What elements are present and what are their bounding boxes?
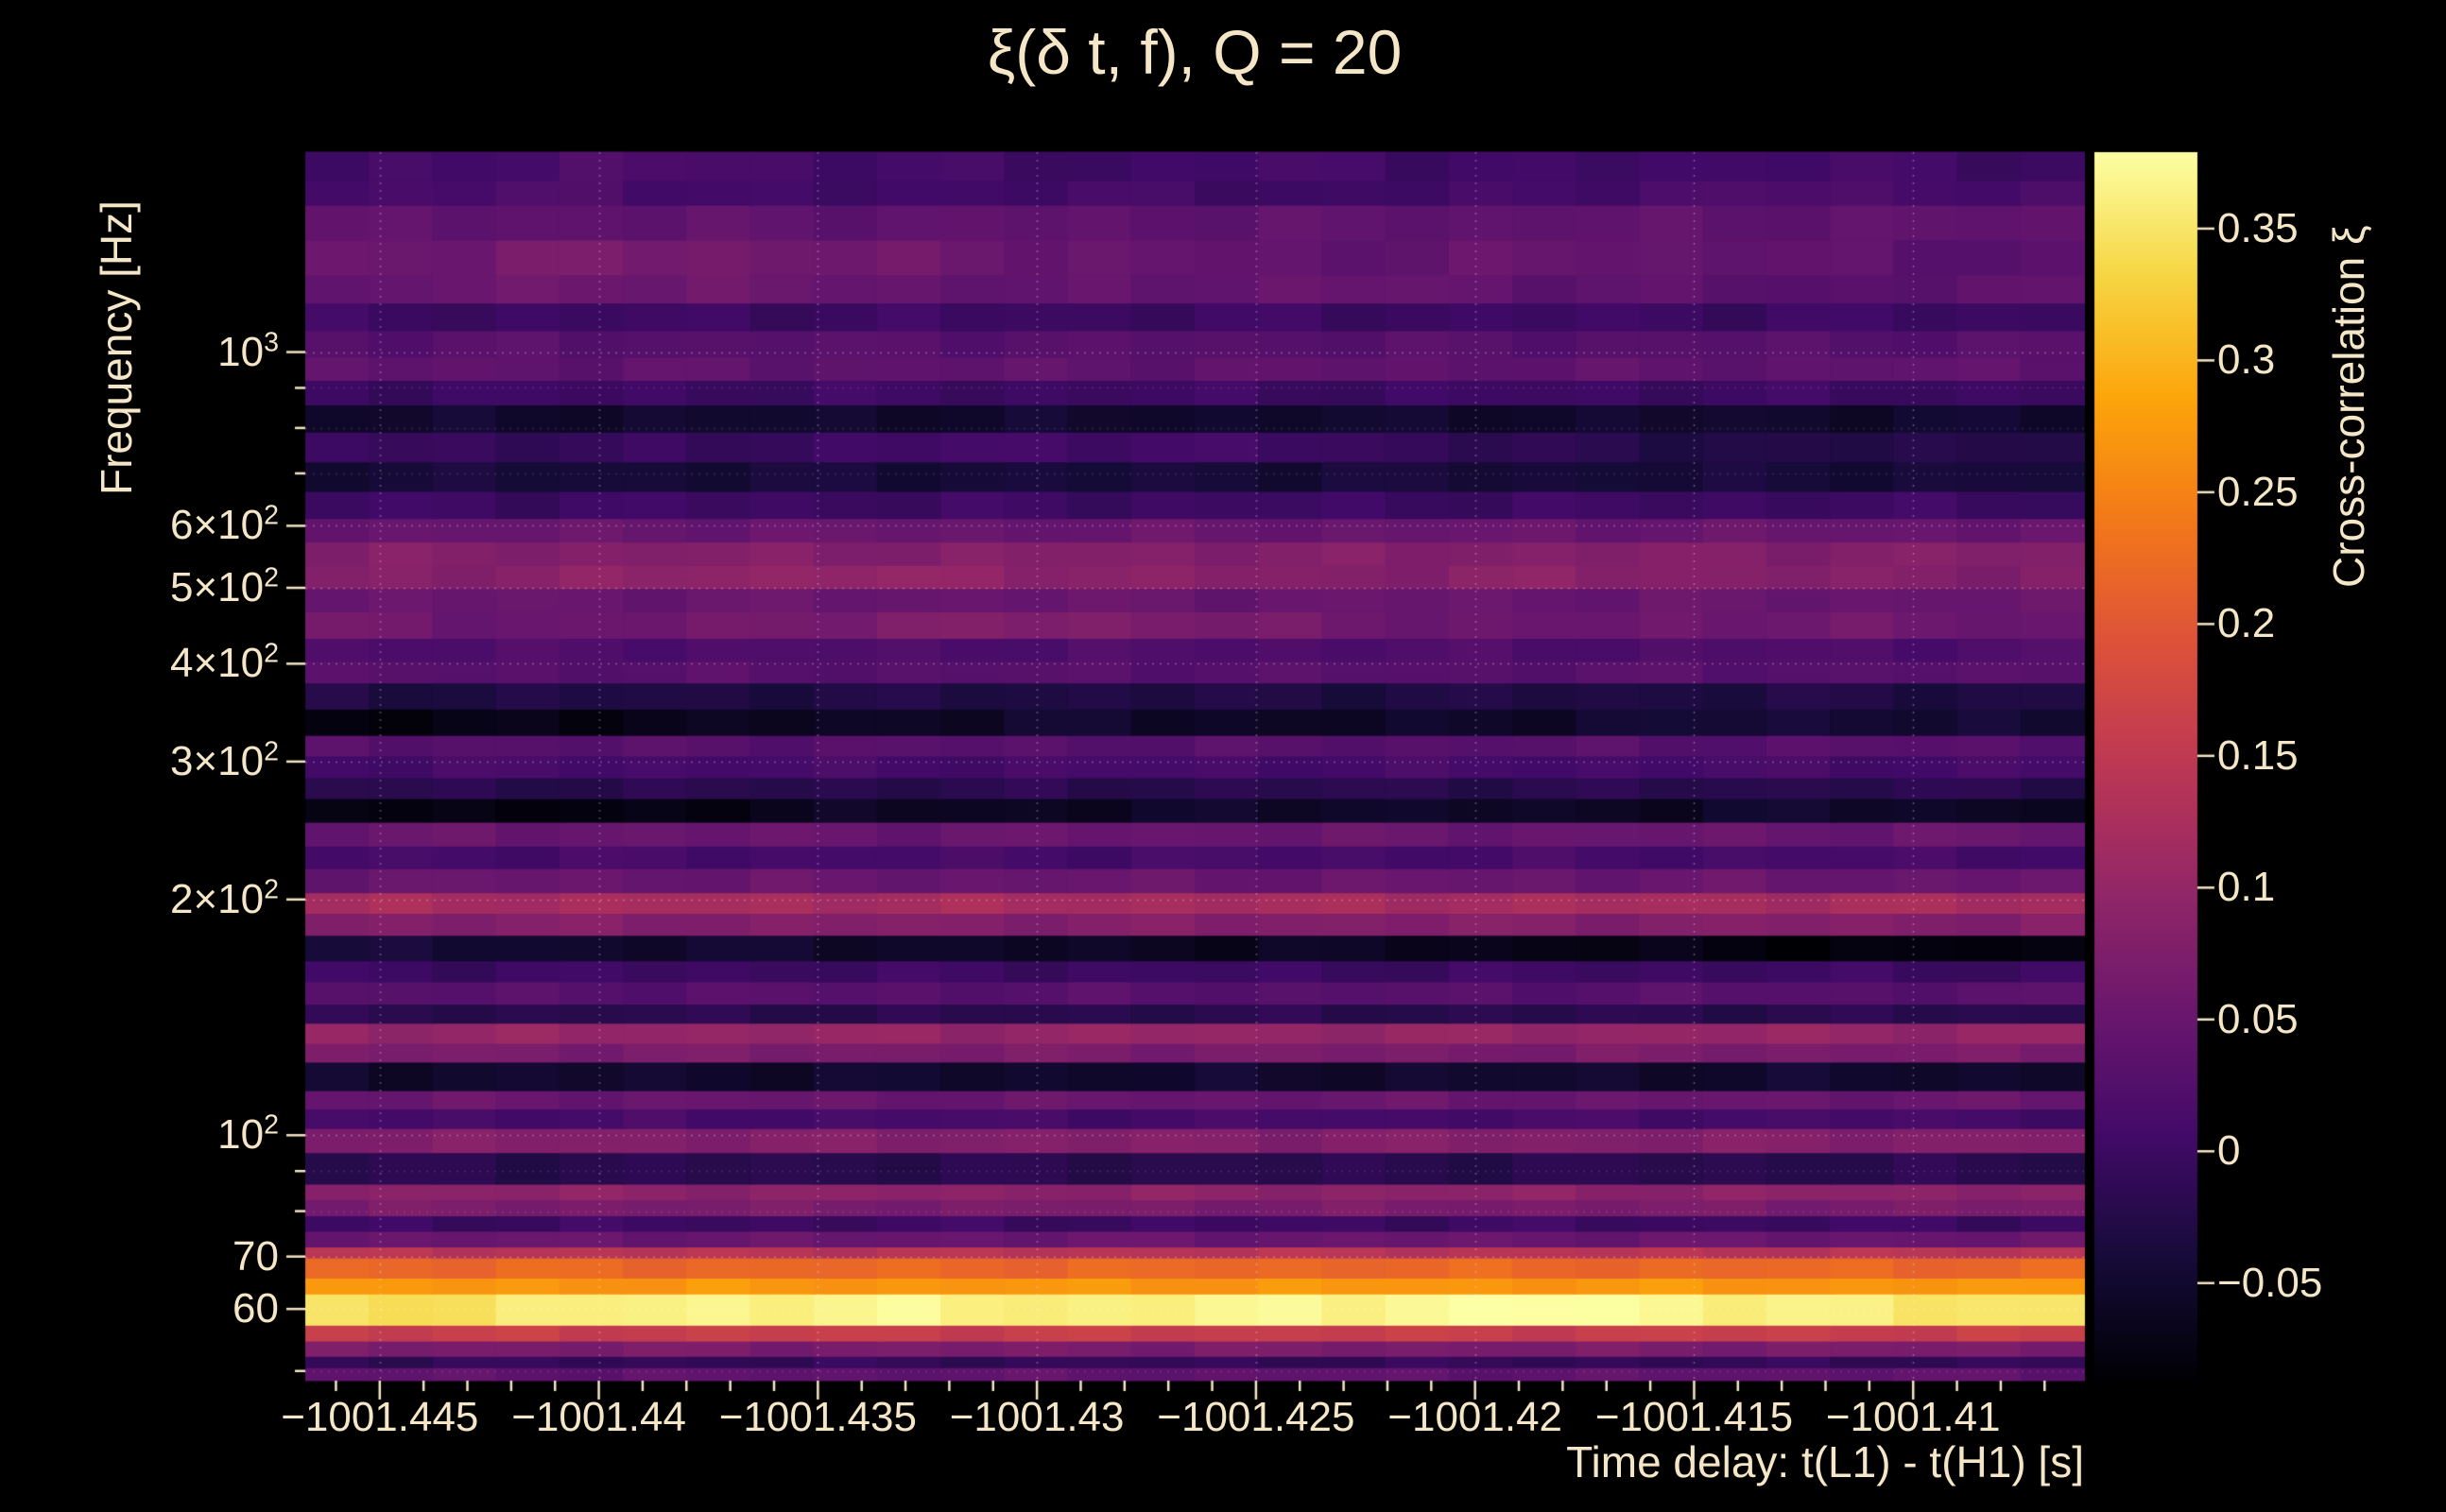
colorbar-tick-label: 0.1 bbox=[2217, 864, 2276, 911]
colorbar-tick-label: 0 bbox=[2217, 1127, 2241, 1175]
colorbar-axis-title: Cross-correlation ξ bbox=[2324, 225, 2373, 588]
x-tick-label: −1001.41 bbox=[1825, 1394, 2001, 1440]
colorbar-tick-label: −0.05 bbox=[2217, 1259, 2323, 1306]
x-tick-label: −1001.43 bbox=[949, 1394, 1125, 1440]
y-tick-label: 3×102 bbox=[169, 736, 279, 784]
y-tick-label: 5×102 bbox=[169, 562, 279, 611]
x-tick-label: −1001.42 bbox=[1387, 1394, 1563, 1440]
colorbar-tick-label: 0.2 bbox=[2217, 600, 2276, 647]
colorbar-tick-label: 0.15 bbox=[2217, 731, 2299, 779]
y-tick-label: 2×102 bbox=[169, 874, 279, 922]
colorbar-tick-label: 0.25 bbox=[2217, 468, 2299, 515]
y-tick-label: 4×102 bbox=[169, 638, 279, 687]
x-tick-label: −1001.44 bbox=[511, 1394, 686, 1440]
x-tick-label: −1001.425 bbox=[1157, 1394, 1355, 1440]
x-tick-label: −1001.415 bbox=[1594, 1394, 1794, 1440]
y-tick-label: 6×102 bbox=[169, 500, 279, 549]
x-axis-title: Time delay: t(L1) - t(H1) [s] bbox=[1566, 1437, 2084, 1486]
y-tick-label: 60 bbox=[233, 1285, 279, 1332]
x-tick-label: −1001.435 bbox=[718, 1394, 917, 1440]
colorbar-tick-label: 0.05 bbox=[2217, 995, 2299, 1042]
x-tick-label: −1001.445 bbox=[281, 1394, 479, 1440]
y-tick-label: 103 bbox=[217, 326, 279, 375]
y-axis-title: Frequency [Hz] bbox=[92, 200, 141, 495]
y-tick-label: 70 bbox=[233, 1232, 279, 1280]
colorbar-tick-label: 0.35 bbox=[2217, 204, 2299, 251]
y-tick-label: 102 bbox=[217, 1109, 279, 1159]
chart-title: ξ(δ t, f), Q = 20 bbox=[987, 17, 1403, 87]
colorbar-tick-label: 0.3 bbox=[2217, 336, 2276, 384]
